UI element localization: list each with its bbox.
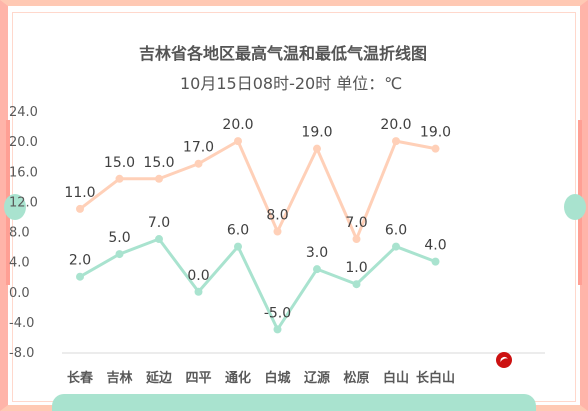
data-point <box>76 273 84 281</box>
data-point <box>195 160 203 168</box>
x-tick-label: 白山 <box>383 370 409 386</box>
x-tick-label: 长春 <box>67 370 94 386</box>
data-label: -5.0 <box>264 305 291 321</box>
data-point <box>353 280 361 288</box>
data-label: 20.0 <box>380 117 411 133</box>
data-label: 4.0 <box>424 238 446 254</box>
data-point <box>274 228 282 236</box>
y-tick-label: 20.0 <box>9 135 38 150</box>
series-line-1 <box>80 239 436 329</box>
data-label: 6.0 <box>227 223 249 239</box>
data-label: 11.0 <box>64 185 95 201</box>
data-point <box>313 265 321 273</box>
data-point <box>155 235 163 243</box>
data-label: 1.0 <box>345 260 367 276</box>
y-tick-label: -8.0 <box>9 346 34 361</box>
data-point <box>313 145 321 153</box>
y-tick-label: 16.0 <box>9 165 38 180</box>
data-label: 19.0 <box>420 125 451 141</box>
data-label: 3.0 <box>306 245 328 261</box>
logo-icon <box>496 352 512 368</box>
y-tick-label: 12.0 <box>9 195 38 210</box>
data-label: 6.0 <box>385 223 407 239</box>
y-tick-label: 8.0 <box>9 226 30 241</box>
data-label: 8.0 <box>266 208 288 224</box>
data-point <box>432 258 440 266</box>
data-point <box>234 137 242 145</box>
y-tick-label: 24.0 <box>9 105 38 120</box>
data-point <box>234 243 242 251</box>
data-point <box>274 325 282 333</box>
x-tick-label: 白城 <box>264 370 290 386</box>
x-tick-label: 通化 <box>225 370 251 386</box>
data-label: 7.0 <box>345 215 367 231</box>
data-point <box>353 235 361 243</box>
data-point <box>116 250 124 258</box>
data-point <box>392 137 400 145</box>
data-label: 15.0 <box>143 155 174 171</box>
data-point <box>432 145 440 153</box>
data-point <box>116 175 124 183</box>
y-tick-label: 0.0 <box>9 286 30 301</box>
data-label: 15.0 <box>104 155 135 171</box>
data-label: 5.0 <box>108 230 130 246</box>
data-label: 2.0 <box>69 253 91 269</box>
data-point <box>155 175 163 183</box>
x-tick-label: 吉林 <box>106 370 132 386</box>
y-tick-label: 4.0 <box>9 256 30 271</box>
data-point <box>195 288 203 296</box>
y-tick-label: -4.0 <box>9 316 34 331</box>
x-tick-label: 长白山 <box>416 370 455 386</box>
x-tick-label: 松原 <box>343 370 369 386</box>
data-point <box>392 243 400 251</box>
data-point <box>76 205 84 213</box>
x-tick-label: 延边 <box>145 370 173 386</box>
data-label: 17.0 <box>183 140 214 156</box>
data-label: 20.0 <box>222 117 253 133</box>
x-tick-label: 四平 <box>185 371 211 386</box>
x-tick-label: 辽源 <box>304 370 330 386</box>
data-label: 19.0 <box>301 125 332 141</box>
data-label: 7.0 <box>148 215 170 231</box>
data-label: 0.0 <box>187 268 209 284</box>
